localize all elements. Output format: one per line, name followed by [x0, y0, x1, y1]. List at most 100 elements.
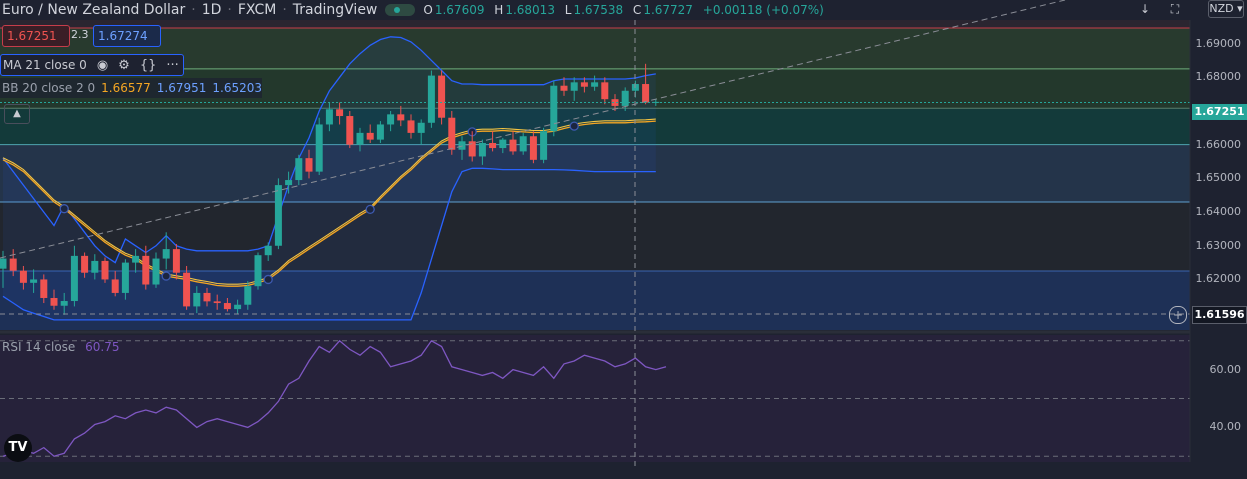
add-alert-icon[interactable]: + [1169, 306, 1187, 324]
fullscreen-icon[interactable]: ⛶ [1170, 2, 1180, 16]
bb-legend[interactable]: BB 20 close 2 0 1.66577 1.67951 1.65203 [0, 78, 263, 98]
zone-lower [0, 144, 1190, 202]
low-label: L [564, 3, 572, 17]
candle-body [30, 279, 38, 283]
rsi-line [2, 339, 667, 457]
buy-button[interactable]: 1.67274 [93, 25, 161, 47]
candle-body [315, 124, 323, 172]
bb-upper-line [2, 36, 656, 264]
rsi-pane [0, 339, 1190, 457]
candle-body [387, 114, 395, 125]
candle-body [346, 116, 354, 145]
candle-body [285, 180, 293, 186]
candle-body [213, 301, 221, 304]
candle-body [642, 84, 650, 103]
ma-marker [569, 121, 579, 131]
more-icon[interactable]: ··· [166, 57, 179, 73]
rsi-legend[interactable]: RSI 14 close 60.75 [2, 340, 120, 354]
crosshair-price-label: 1.61596 [1192, 306, 1247, 324]
candle-body [417, 122, 425, 133]
high-label: H [494, 3, 504, 17]
zone-neutral [0, 201, 1190, 272]
candle-body [580, 82, 588, 87]
candle-body [427, 75, 435, 123]
ma-marker [161, 271, 171, 281]
ma-legend[interactable]: MA 21 close 0 ◉ ⚙ {} ··· [0, 54, 184, 76]
candle-body [570, 82, 578, 91]
bb-lower-value: 1.65203 [212, 81, 263, 95]
zone-resistance [0, 28, 1190, 69]
header-separator: · [282, 2, 287, 18]
low-value: 1.67538 [573, 3, 624, 17]
platform-label: TradingView [292, 2, 378, 18]
open-value: 1.67609 [434, 3, 485, 17]
candle-body [305, 158, 313, 172]
candle-body [183, 272, 191, 307]
rsi-label: RSI 14 close [2, 340, 76, 354]
candle-body [376, 124, 384, 140]
trend-line [0, 0, 1066, 259]
currency-selector[interactable]: NZD ▾ [1208, 0, 1244, 18]
close-label: C [632, 3, 642, 17]
candle-body [152, 258, 160, 285]
candle-body [40, 279, 48, 298]
header-separator: · [191, 2, 196, 18]
price-tick-label: 1.64000 [1195, 205, 1242, 219]
candle-body [81, 255, 89, 273]
chevron-up-icon[interactable]: ▲ [4, 104, 30, 124]
price-tick-label: 1.62000 [1195, 272, 1242, 286]
market-status-icon[interactable] [385, 4, 416, 16]
spread-value: 2.3 [71, 28, 89, 41]
candle-body [458, 141, 466, 150]
candle-body [244, 286, 252, 305]
ma-marker [263, 274, 273, 285]
candle-body [111, 279, 119, 293]
candle-body [70, 255, 78, 302]
candle-body [478, 142, 486, 157]
rsi-tick-label: 40.00 [1209, 420, 1242, 434]
eye-icon[interactable]: ◉ [96, 57, 109, 73]
candle-body [468, 141, 476, 157]
candle-body [91, 260, 99, 273]
rsi-tick-label: 60.00 [1209, 362, 1242, 376]
candle-body [264, 245, 272, 256]
candle-body [601, 82, 609, 100]
candle-body [162, 249, 170, 259]
sell-button[interactable]: 1.67251 [2, 25, 70, 47]
open-label: O [423, 3, 433, 17]
candle-body [60, 301, 68, 306]
price-tick-label: 1.65000 [1195, 171, 1242, 185]
price-tick-label: 1.68000 [1195, 70, 1242, 84]
interval-label[interactable]: 1D [201, 2, 222, 18]
candle-body [325, 109, 333, 125]
candle-body [9, 258, 17, 271]
candle-body [172, 249, 180, 273]
candle-body [356, 132, 364, 145]
bb-upper-value: 1.67951 [156, 81, 207, 95]
candle-body [448, 117, 456, 150]
candle-body [540, 131, 548, 160]
candle-body [142, 255, 150, 285]
download-icon[interactable]: ↓ [1139, 2, 1151, 16]
candle-body [611, 99, 619, 106]
zone-top [0, 20, 1190, 28]
symbol-name[interactable]: Euro / New Zealand Dollar [2, 2, 186, 18]
source-code-icon[interactable]: {} [139, 57, 157, 73]
candle-body [529, 136, 537, 160]
price-tick-label: 1.66000 [1195, 137, 1242, 151]
close-value: 1.67727 [643, 3, 693, 17]
candle-body [652, 101, 660, 103]
candle-body [19, 270, 27, 283]
gear-icon[interactable]: ⚙ [118, 57, 130, 73]
last-price-label: 1.67251 [1192, 104, 1247, 120]
candle-body [560, 85, 568, 91]
bb-basis-value: 1.66577 [101, 81, 151, 95]
candle-body [489, 142, 497, 149]
bb-label: BB 20 close 2 0 [2, 81, 96, 95]
candle-body [0, 258, 7, 269]
tradingview-logo[interactable]: TV [4, 434, 32, 462]
